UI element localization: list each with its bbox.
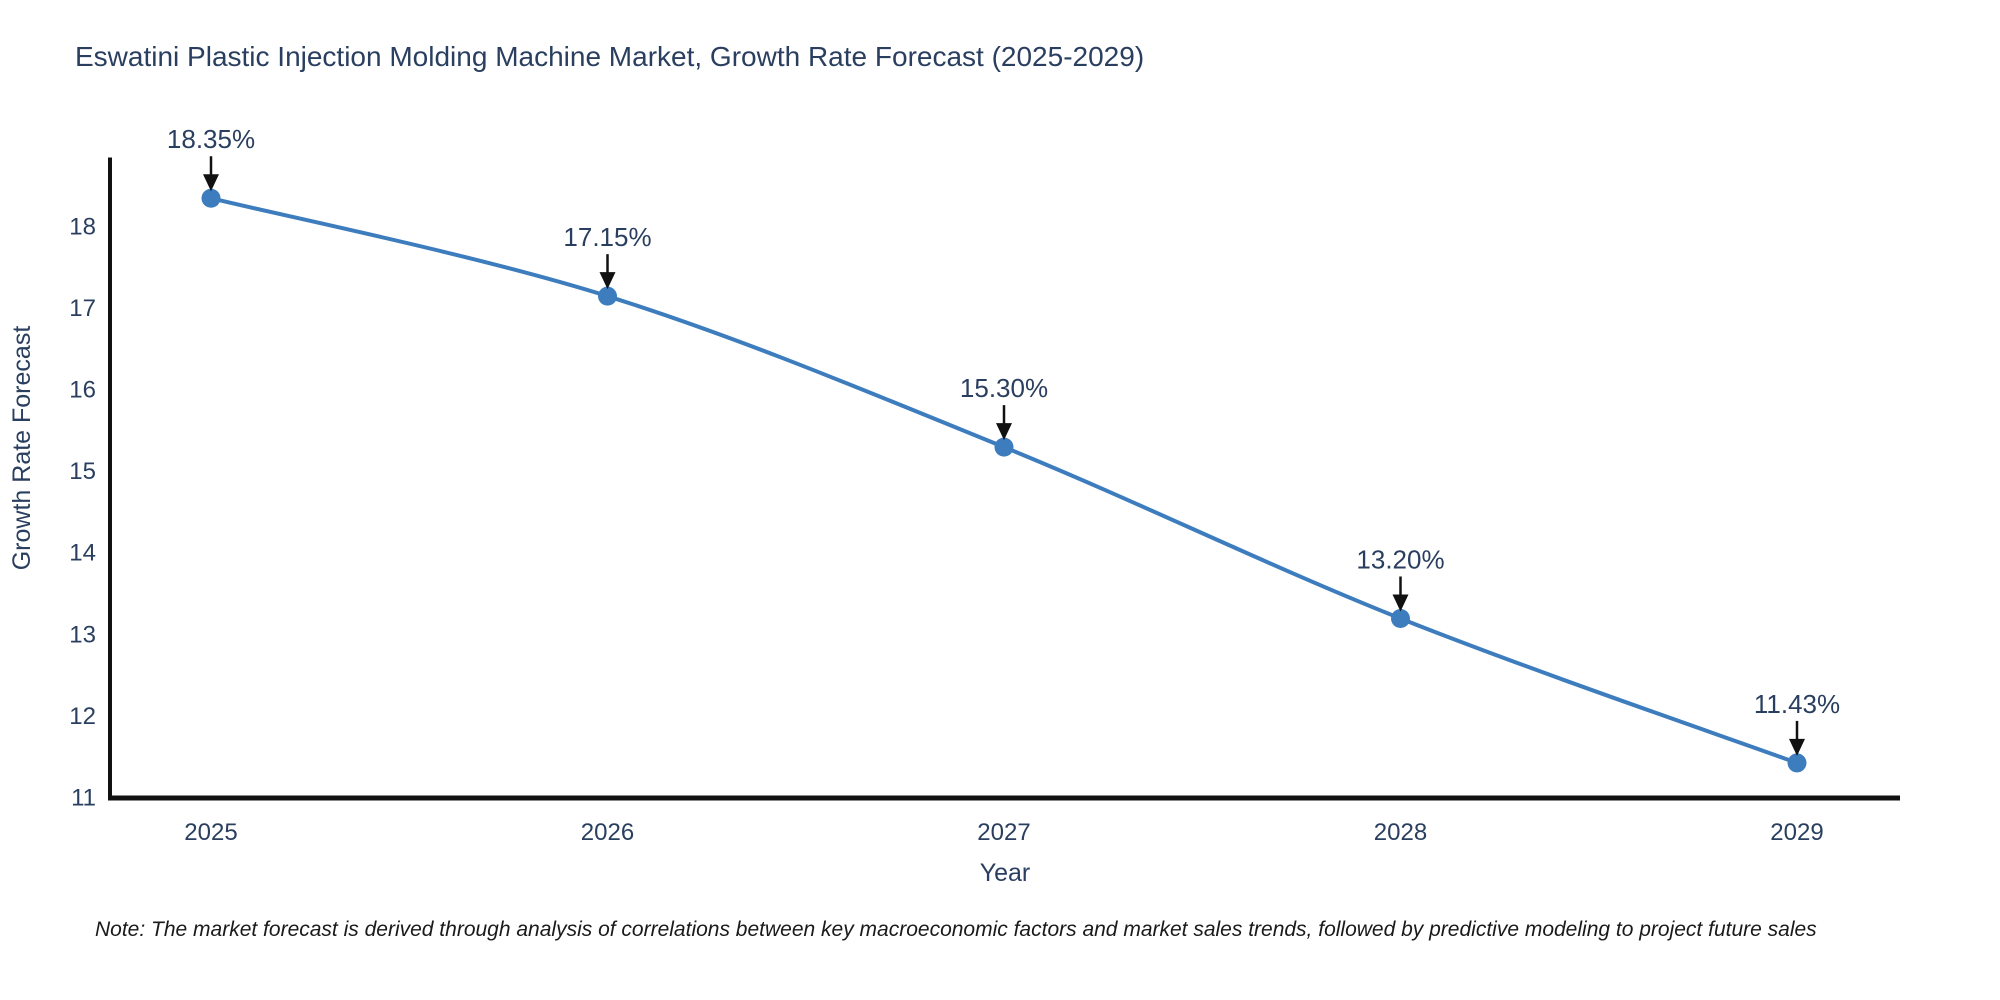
annotation-arrowhead xyxy=(1392,594,1409,612)
footnote: Note: The market forecast is derived thr… xyxy=(95,918,1817,941)
x-tick-label: 2029 xyxy=(1770,819,1823,846)
x-tick-label: 2027 xyxy=(977,819,1030,846)
x-tick-label: 2028 xyxy=(1374,819,1427,846)
annotation-arrowhead xyxy=(203,174,219,192)
data-point-marker xyxy=(598,286,617,306)
x-axis-title: Year xyxy=(980,859,1031,887)
data-point-marker xyxy=(1391,608,1410,628)
data-point-marker xyxy=(1787,753,1807,773)
data-point-marker xyxy=(201,188,221,208)
y-axis-title: Growth Rate Forecast xyxy=(8,326,36,571)
data-label: 13.20% xyxy=(1356,544,1444,574)
y-tick-label: 12 xyxy=(69,703,96,730)
series-line xyxy=(209,196,1799,765)
data-label: 18.35% xyxy=(167,124,255,154)
data-label: 17.15% xyxy=(563,222,651,252)
data-point-marker xyxy=(994,437,1014,457)
annotation-arrowhead xyxy=(1789,738,1805,756)
y-tick-label: 18 xyxy=(69,213,96,240)
y-tick-label: 11 xyxy=(71,785,96,812)
x-axis-tick-labels: 2025 2026 2027 2028 2029 xyxy=(184,819,1823,846)
annotation-arrowhead xyxy=(996,423,1012,441)
y-tick-label: 17 xyxy=(69,295,96,322)
data-label-annotations: 18.35% 17.15% 15.30% 13.20% 11.43% xyxy=(167,124,1840,756)
data-label: 11.43% xyxy=(1754,689,1840,719)
axes xyxy=(108,157,1900,801)
y-tick-label: 15 xyxy=(69,458,96,485)
annotation-arrowhead xyxy=(599,272,616,290)
y-axis-tick-labels: 11 12 13 14 15 16 17 18 xyxy=(69,213,96,811)
data-point-markers xyxy=(201,188,1807,773)
x-tick-label: 2026 xyxy=(581,819,634,846)
y-tick-label: 13 xyxy=(69,621,96,648)
y-tick-label: 14 xyxy=(69,540,96,567)
y-tick-label: 16 xyxy=(69,377,96,404)
data-label: 15.30% xyxy=(960,373,1048,403)
chart-title: Eswatini Plastic Injection Molding Machi… xyxy=(75,41,1145,72)
x-tick-label: 2025 xyxy=(184,819,237,846)
